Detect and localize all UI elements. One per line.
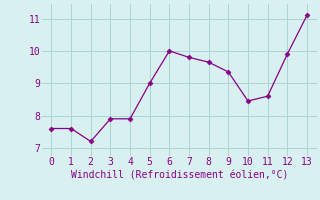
X-axis label: Windchill (Refroidissement éolien,°C): Windchill (Refroidissement éolien,°C) (70, 170, 288, 180)
